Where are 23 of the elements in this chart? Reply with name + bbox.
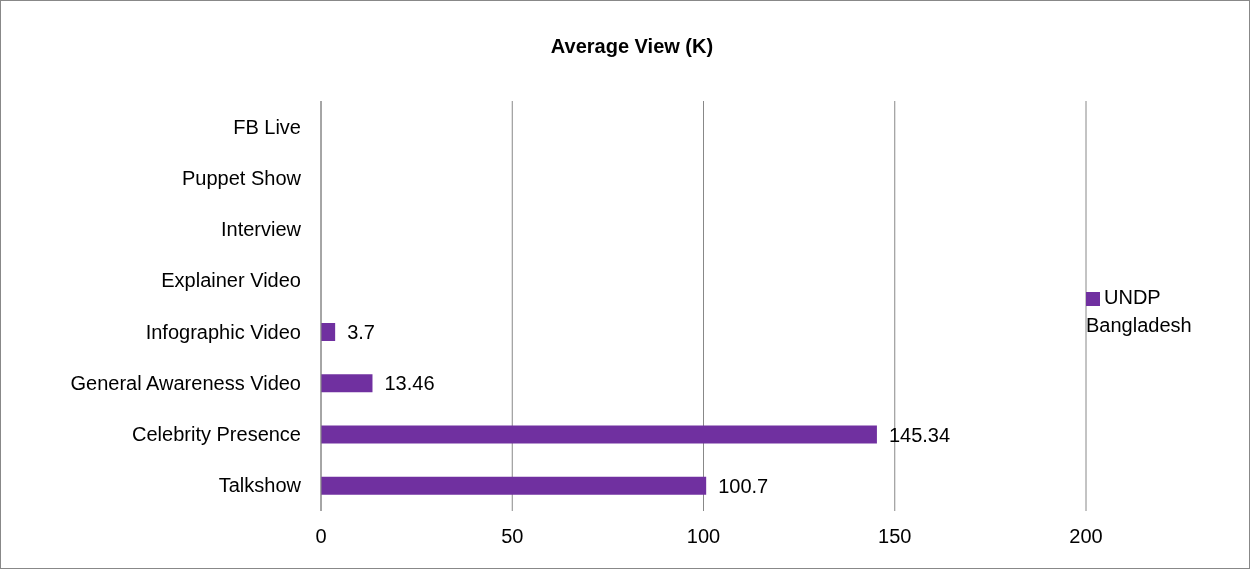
y-tick-label: Infographic Video [145, 320, 301, 343]
data-label: 100.7 [718, 474, 769, 497]
y-tick-label: Talkshow [218, 474, 302, 497]
bar [321, 476, 707, 495]
legend-label: UNDP Bangladesh [1086, 286, 1192, 336]
data-label: 3.7 [347, 321, 375, 344]
data-label: 13.46 [384, 372, 435, 395]
data-label: 145.34 [888, 423, 951, 446]
y-tick-label: Interview [220, 218, 302, 241]
y-tick-label: Explainer Video [161, 269, 301, 292]
bar [321, 374, 373, 393]
x-tick-label: 200 [1069, 525, 1103, 548]
x-tick-label: 0 [315, 525, 327, 548]
y-tick-label: Celebrity Presence [132, 423, 301, 446]
y-tick-label: General Awareness Video [70, 371, 301, 394]
y-tick-label: Puppet Show [182, 166, 302, 189]
bar [321, 425, 877, 444]
bar [321, 323, 336, 341]
chart-title: Average View (K) [549, 35, 715, 58]
x-tick-label: 100 [686, 525, 721, 548]
y-tick-label: FB Live [233, 115, 301, 138]
x-tick-label: 50 [501, 525, 524, 548]
x-tick-label: 150 [878, 525, 912, 548]
